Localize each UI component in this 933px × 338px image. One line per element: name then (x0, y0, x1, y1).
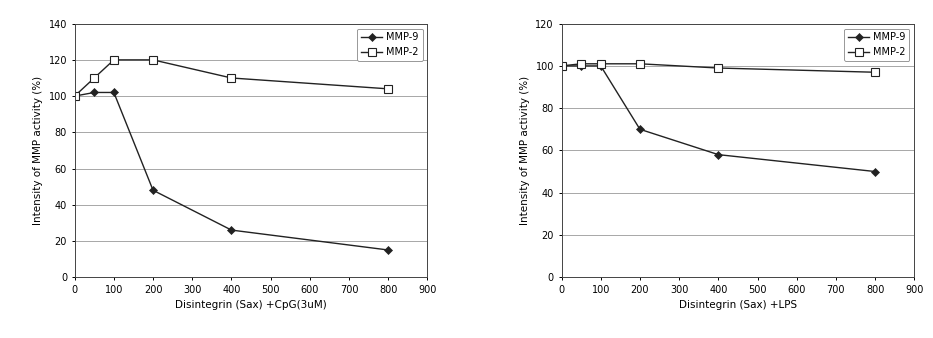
X-axis label: Disintegrin (Sax) +LPS: Disintegrin (Sax) +LPS (679, 300, 797, 310)
Line: MMP-2: MMP-2 (71, 56, 393, 100)
MMP-2 (713, 66, 724, 70)
MMP-2 (634, 62, 646, 66)
MMP-9 (226, 228, 237, 232)
MMP-2 (556, 64, 567, 68)
MMP-2 (89, 76, 100, 80)
Line: MMP-9: MMP-9 (559, 63, 878, 174)
Legend: MMP-9, MMP-2: MMP-9, MMP-2 (357, 28, 423, 61)
MMP-2 (383, 87, 394, 91)
MMP-2 (69, 94, 80, 98)
MMP-2 (595, 62, 606, 66)
MMP-9 (556, 64, 567, 68)
MMP-9 (576, 64, 587, 68)
Y-axis label: Intensity of MMP activity (%): Intensity of MMP activity (%) (33, 76, 43, 225)
MMP-2 (108, 58, 119, 62)
MMP-9 (383, 248, 394, 252)
MMP-9 (108, 91, 119, 95)
MMP-2 (226, 76, 237, 80)
Line: MMP-9: MMP-9 (72, 90, 391, 253)
Y-axis label: Intensity of MMP activity (%): Intensity of MMP activity (%) (520, 76, 530, 225)
MMP-9 (634, 127, 646, 131)
Line: MMP-2: MMP-2 (557, 59, 879, 76)
MMP-2 (870, 70, 881, 74)
MMP-2 (576, 62, 587, 66)
MMP-9 (147, 188, 159, 192)
MMP-9 (713, 153, 724, 157)
MMP-9 (870, 170, 881, 174)
Legend: MMP-9, MMP-2: MMP-9, MMP-2 (844, 28, 910, 61)
MMP-9 (69, 94, 80, 98)
MMP-2 (147, 58, 159, 62)
MMP-9 (595, 64, 606, 68)
X-axis label: Disintegrin (Sax) +CpG(3uM): Disintegrin (Sax) +CpG(3uM) (175, 300, 327, 310)
MMP-9 (89, 91, 100, 95)
